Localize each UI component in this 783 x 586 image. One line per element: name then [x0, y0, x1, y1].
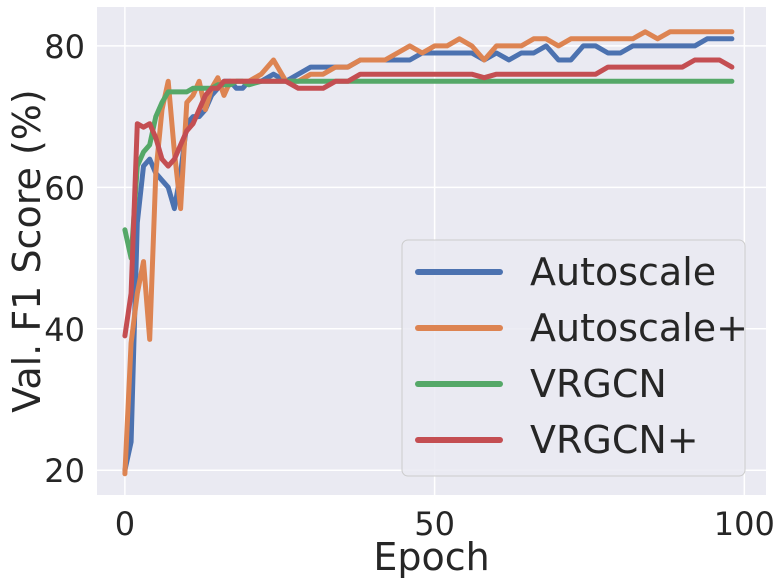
legend-label: VRGCN+ — [530, 418, 699, 462]
x-tick-labels: 0 50 100 — [115, 505, 775, 543]
y-tick-label: 20 — [44, 452, 85, 490]
y-tick-label: 80 — [44, 28, 85, 66]
x-axis-label: Epoch — [373, 535, 489, 579]
y-tick-label: 60 — [44, 169, 85, 207]
legend-box — [401, 239, 746, 477]
series-line-autoscale-plus — [122, 29, 735, 477]
series-line-vrgcn — [122, 78, 735, 261]
legend: Autoscale Autoscale+ VRGCN VRGCN+ — [401, 239, 748, 477]
x-tick-label: 0 — [115, 505, 135, 543]
y-tick-label: 40 — [44, 311, 85, 349]
y-tick-labels: 20 40 60 80 — [44, 28, 85, 490]
x-tick-label: 100 — [714, 505, 775, 543]
legend-label: Autoscale+ — [530, 306, 748, 350]
series-line-vrgcn-plus — [122, 57, 735, 339]
series-lines — [122, 29, 735, 477]
legend-label: Autoscale — [530, 250, 716, 294]
legend-label: VRGCN — [530, 362, 667, 406]
x-tick-label: 50 — [414, 505, 455, 543]
y-axis-label: Val. F1 Score (%) — [5, 89, 49, 412]
